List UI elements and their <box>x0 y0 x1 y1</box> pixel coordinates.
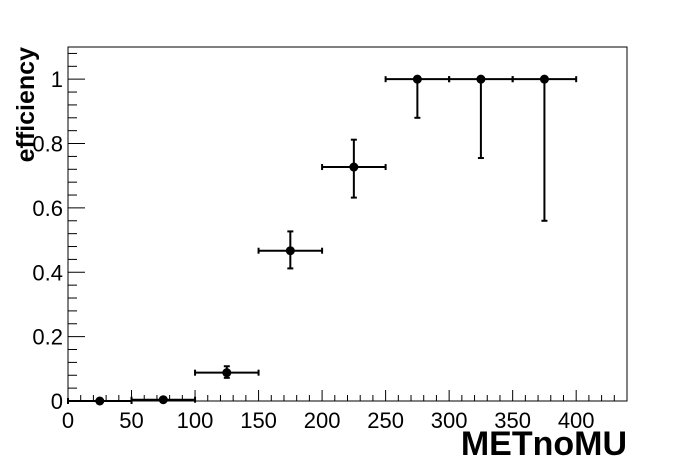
x-tick-label: 250 <box>367 408 404 433</box>
x-tick-label: 300 <box>431 408 468 433</box>
data-point <box>384 74 451 119</box>
y-tick-label: 0.6 <box>32 196 63 221</box>
x-tick-label: 350 <box>494 408 531 433</box>
data-marker <box>285 246 295 256</box>
y-tick-label: 1 <box>51 67 63 92</box>
data-point <box>448 74 514 160</box>
data-marker <box>476 74 486 84</box>
data-marker <box>412 74 422 84</box>
data-points <box>67 74 578 406</box>
x-tick-label: 100 <box>177 408 214 433</box>
x-tick-label: 150 <box>240 408 277 433</box>
data-point <box>194 365 260 379</box>
data-point <box>257 230 324 270</box>
data-marker <box>349 162 359 172</box>
data-marker <box>539 74 549 84</box>
data-point <box>67 396 133 406</box>
x-axis-tick-labels: 0 50 100 150 200 250 300 350 400 <box>62 408 595 433</box>
x-tick-label: 50 <box>119 408 143 433</box>
y-tick-label: 0.8 <box>32 132 63 157</box>
data-marker <box>222 368 232 378</box>
x-tick-label: 0 <box>62 408 74 433</box>
y-axis-tick-labels: 0 0.2 0.4 0.6 0.8 1 <box>32 67 63 414</box>
x-axis-title: METnoMU <box>461 425 627 463</box>
y-tick-label: 0 <box>51 389 63 414</box>
data-point <box>130 395 197 405</box>
data-marker <box>95 396 105 406</box>
y-tick-label: 0.4 <box>32 260 63 285</box>
data-point <box>511 74 578 222</box>
y-axis-ticks <box>68 52 85 402</box>
x-tick-label: 400 <box>558 408 595 433</box>
y-axis-title: efficiency <box>12 47 40 162</box>
y-tick-label: 0.2 <box>32 325 63 350</box>
x-tick-label: 200 <box>304 408 341 433</box>
data-marker <box>158 395 168 405</box>
plot-frame <box>67 46 628 402</box>
data-point <box>321 138 387 199</box>
